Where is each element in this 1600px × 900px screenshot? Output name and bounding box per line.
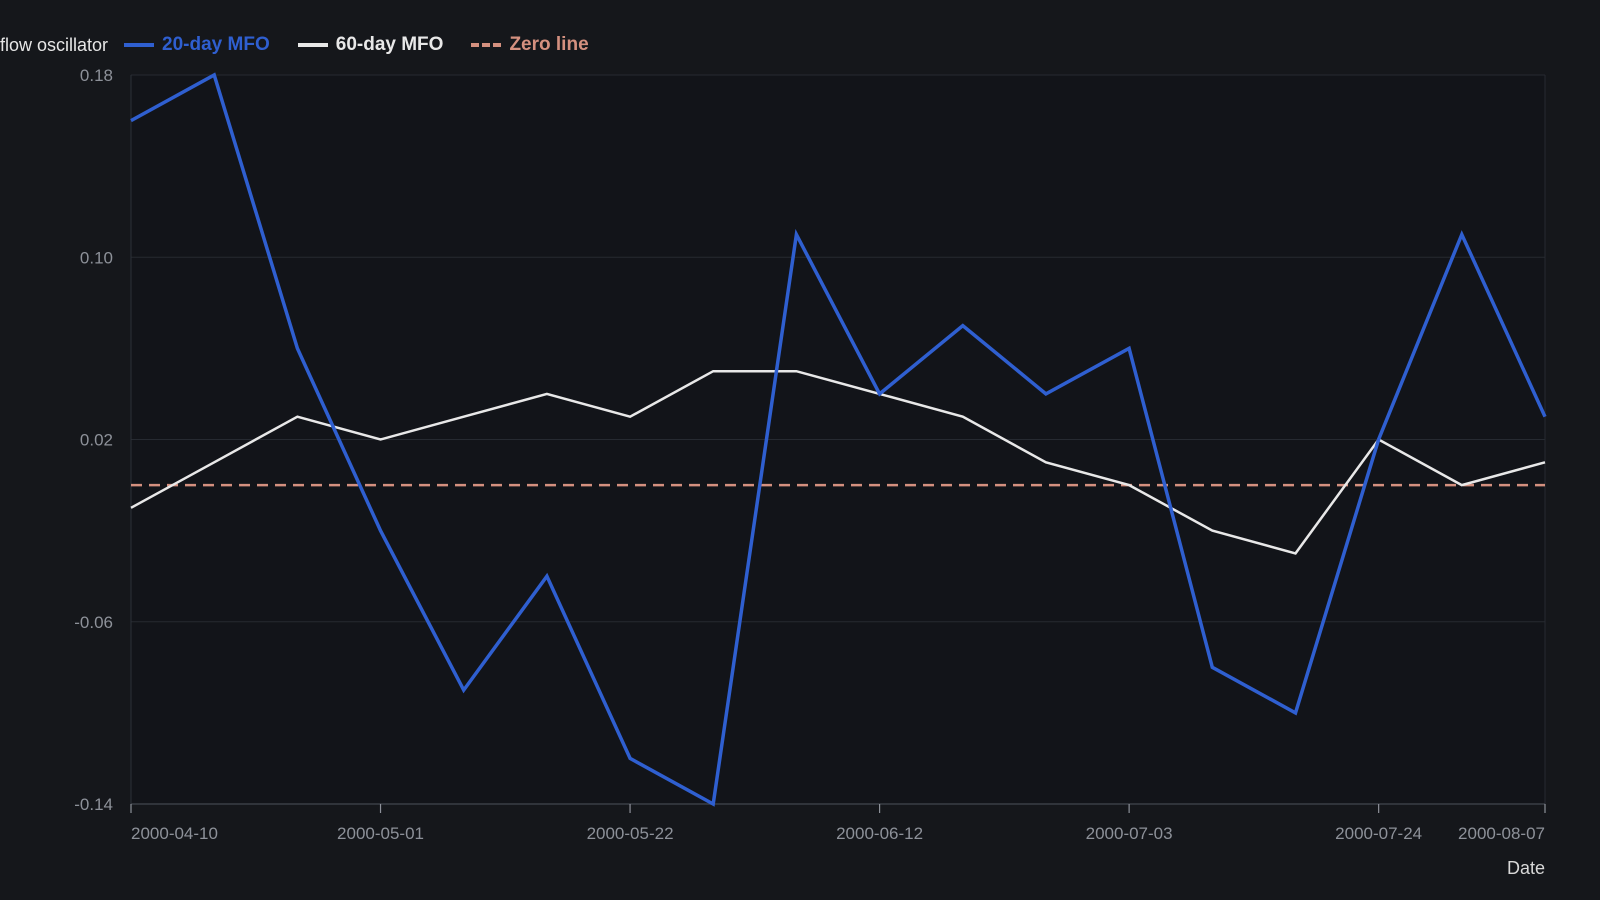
x-tick-label: 2000-06-12 <box>836 824 923 843</box>
x-tick-label: 2000-05-22 <box>587 824 674 843</box>
y-axis-label: flow oscillator <box>0 34 109 55</box>
x-tick-label: 2000-05-01 <box>337 824 424 843</box>
legend-swatch-60-day <box>297 43 328 47</box>
legend-label-60-day: 60-day MFO <box>335 34 444 55</box>
legend-item-60-day[interactable]: 60-day MFO <box>297 34 444 56</box>
y-tick-label: 0.18 <box>80 66 113 85</box>
legend-swatch-zero-line <box>471 43 502 47</box>
x-tick-label: 2000-07-24 <box>1335 824 1422 843</box>
x-tick-label: 2000-04-10 <box>131 824 218 843</box>
legend-swatch-20-day <box>124 43 155 47</box>
series-line-20-day-mfo <box>130 72 1547 807</box>
legend-label-zero-line: Zero line <box>509 34 589 55</box>
legend-item-zero-line[interactable]: Zero line <box>471 34 589 56</box>
series-line-60-day-mfo <box>130 369 1546 555</box>
x-tick-label: 2000-08-07 <box>1458 824 1545 843</box>
legend-item-20-day[interactable]: 20-day MFO <box>124 34 270 56</box>
y-tick-label: -0.06 <box>74 613 113 632</box>
x-axis-label: Date <box>1507 858 1545 878</box>
y-tick-label: 0.10 <box>80 248 113 267</box>
y-tick-label: 0.02 <box>80 431 113 450</box>
x-tick-label: 2000-07-03 <box>1086 824 1173 843</box>
legend-label-20-day: 20-day MFO <box>162 34 270 55</box>
y-tick-label: -0.14 <box>74 795 113 814</box>
legend: flow oscillator 20-day MFO 60-day MFO Ze… <box>0 34 617 56</box>
